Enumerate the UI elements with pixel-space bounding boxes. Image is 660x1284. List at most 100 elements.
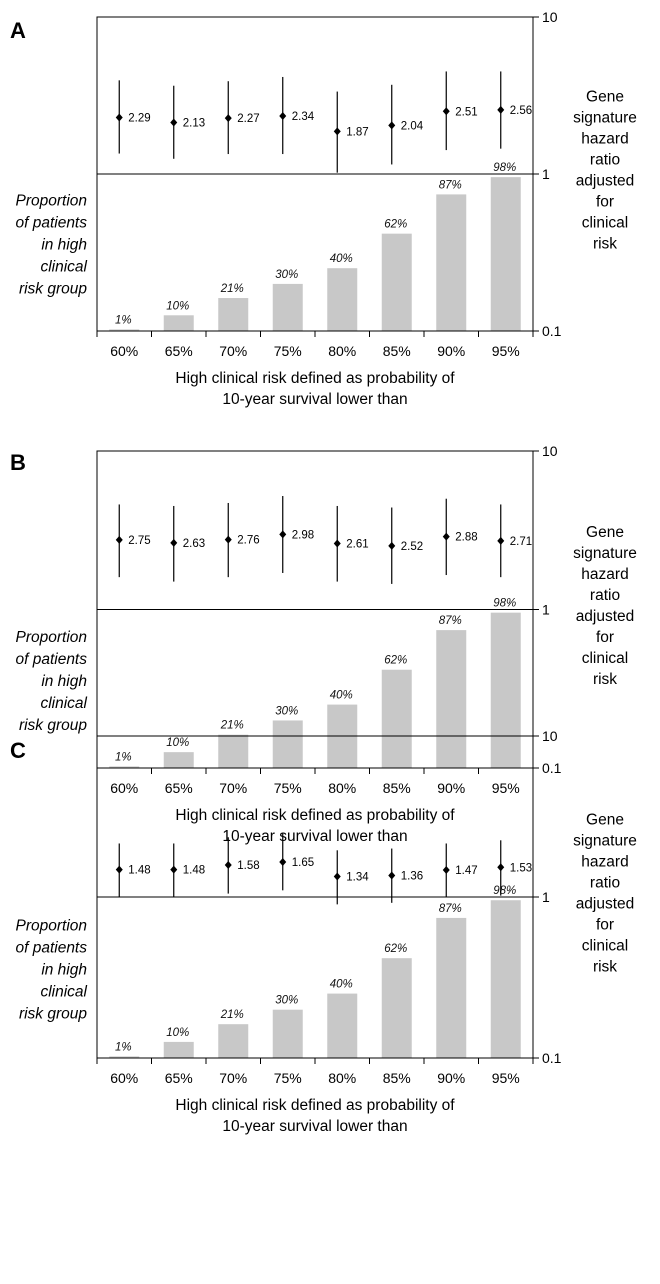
x-tick-label: 80% — [328, 343, 356, 359]
right-axis-label: clinical — [582, 938, 629, 955]
x-tick-label: 60% — [110, 780, 138, 796]
left-axis-label: Proportion — [15, 193, 87, 210]
bar — [272, 1009, 303, 1058]
bar-data-label: 87% — [439, 903, 462, 915]
right-axis-label: risk — [593, 671, 617, 688]
bar-data-label: 30% — [275, 269, 298, 281]
right-axis-tick-label: 0.1 — [542, 760, 562, 776]
x-tick-label: 65% — [165, 780, 193, 796]
hazard-ratio-point — [170, 538, 178, 547]
x-tick-label: 70% — [219, 343, 247, 359]
hazard-ratio-label: 2.88 — [455, 532, 477, 544]
bar-data-label: 1% — [115, 314, 132, 326]
left-axis-label: risk group — [19, 1006, 87, 1023]
x-axis-label: 10-year survival lower than — [222, 1118, 407, 1135]
hazard-ratio-point — [115, 113, 123, 122]
right-axis-label: Gene — [586, 812, 624, 829]
hazard-ratio-point — [115, 865, 123, 874]
chart-panel-b: B 1% 10% 21% 30% 40% 62% 87% 98% 10 1 0.1 60% 65% 70% 7… — [10, 443, 637, 845]
bar-data-label: 30% — [275, 995, 298, 1007]
bar-group: 1% 10% 21% 30% 40% 62% 87% 98% — [109, 885, 521, 1058]
bar — [381, 958, 412, 1058]
hazard-ratio-label: 1.48 — [128, 865, 150, 877]
x-tick-label: 70% — [219, 780, 247, 796]
hazard-ratio-label: 2.52 — [401, 541, 423, 553]
x-tick-label: 90% — [437, 1070, 465, 1086]
hazard-ratio-group: 2.29 2.13 2.27 2.34 1.87 2.04 2.51 2.56 — [115, 71, 532, 173]
left-axis-label: in high — [41, 673, 87, 690]
hazard-ratio-label: 2.29 — [128, 113, 150, 125]
hazard-ratio-point — [224, 114, 232, 123]
hazard-ratio-label: 1.58 — [237, 860, 259, 872]
bar — [327, 993, 358, 1058]
left-axis-label: of patients — [15, 651, 87, 668]
hazard-ratio-point — [224, 535, 232, 544]
left-axis-label: risk group — [19, 281, 87, 298]
hazard-ratio-point — [333, 539, 341, 548]
hazard-ratio-point — [279, 530, 287, 539]
hazard-ratio-label: 2.76 — [237, 535, 259, 547]
bar — [109, 766, 140, 768]
hazard-ratio-label: 1.65 — [292, 857, 314, 869]
x-axis-label: High clinical risk defined as probabilit… — [175, 1097, 455, 1114]
left-axis-label: clinical — [40, 695, 87, 712]
right-axis-tick-label: 0.1 — [542, 323, 562, 339]
bar-data-label: 62% — [384, 655, 407, 667]
hazard-ratio-point — [170, 118, 178, 127]
bar-data-label: 40% — [330, 979, 353, 991]
left-axis-label: of patients — [15, 940, 87, 957]
bar — [436, 630, 467, 768]
chart-panel-a: A 1% 10% 21% 30% 40% 62% 87% 98% 10 1 0.1 60% 65% 70% 7… — [10, 9, 637, 408]
hazard-ratio-point — [442, 866, 450, 875]
bar-data-label: 10% — [166, 1027, 189, 1039]
right-axis-label: adjusted — [576, 896, 635, 913]
bar-data-label: 10% — [166, 300, 189, 312]
hazard-ratio-point — [497, 863, 505, 872]
right-axis-label: ratio — [590, 875, 620, 892]
x-tick-label: 85% — [383, 1070, 411, 1086]
bar — [163, 1041, 194, 1058]
hazard-ratio-label: 2.56 — [510, 105, 532, 117]
x-tick-label: 65% — [165, 1070, 193, 1086]
bar — [381, 233, 412, 331]
right-axis-label: adjusted — [576, 173, 635, 190]
bar-data-label: 87% — [439, 615, 462, 627]
hazard-ratio-label: 2.98 — [292, 529, 314, 541]
hazard-ratio-label: 1.53 — [510, 862, 532, 874]
bar-data-label: 21% — [220, 283, 244, 295]
right-axis-label: signature — [573, 545, 637, 562]
x-tick-label: 95% — [492, 780, 520, 796]
hazard-ratio-point — [442, 107, 450, 116]
hazard-ratio-point — [497, 105, 505, 114]
hazard-ratio-point — [442, 532, 450, 541]
x-axis-label: High clinical risk defined as probabilit… — [175, 370, 455, 387]
x-tick-label: 90% — [437, 343, 465, 359]
hazard-ratio-label: 2.13 — [183, 117, 205, 129]
bar-data-label: 30% — [275, 705, 298, 717]
hazard-ratio-label: 2.27 — [237, 113, 259, 125]
left-axis-label: of patients — [15, 215, 87, 232]
bar-data-label: 40% — [330, 690, 353, 702]
bar — [490, 612, 521, 768]
hazard-ratio-point — [388, 871, 396, 880]
hazard-ratio-point — [497, 536, 505, 545]
hazard-ratio-point — [279, 857, 287, 866]
bar-data-label: 62% — [384, 943, 407, 955]
x-tick-label: 85% — [383, 343, 411, 359]
right-axis-label: risk — [593, 236, 617, 253]
hazard-ratio-label: 2.04 — [401, 120, 424, 132]
x-tick-label: 80% — [328, 1070, 356, 1086]
right-axis-label: risk — [593, 959, 617, 976]
bar-data-label: 1% — [115, 1041, 132, 1053]
bar — [490, 900, 521, 1058]
hazard-ratio-point — [388, 541, 396, 550]
bar — [163, 315, 194, 331]
x-axis-label: 10-year survival lower than — [222, 391, 407, 408]
hazard-ratio-point — [388, 121, 396, 130]
x-tick-label: 70% — [219, 1070, 247, 1086]
hazard-ratio-point — [333, 127, 341, 136]
right-axis-tick-label: 10 — [542, 9, 558, 25]
right-axis-label: clinical — [582, 215, 629, 232]
bar — [218, 734, 249, 768]
right-axis-tick-label: 10 — [542, 443, 558, 459]
